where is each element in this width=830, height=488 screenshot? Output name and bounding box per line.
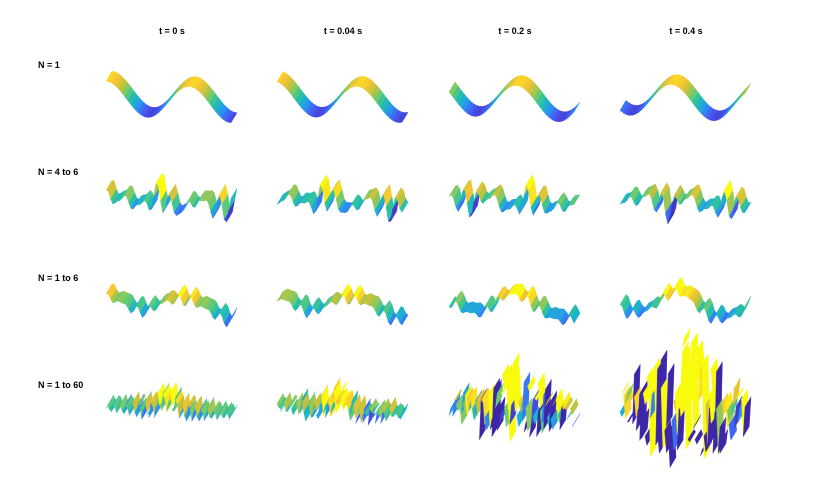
surface-strip [693, 414, 702, 429]
surface-strip [170, 381, 179, 407]
row-label-n4to6: N = 4 to 6 [38, 167, 79, 177]
surface-panel-r4-c3 [448, 352, 581, 443]
surface-panel-r2-c2 [276, 174, 409, 223]
surface-strip [682, 327, 691, 348]
surface-panel-r1-c4 [619, 74, 752, 122]
surface-panel-r4-c4 [619, 327, 752, 469]
surface-panel-r2-c3 [448, 174, 581, 218]
surface-strip [289, 394, 298, 407]
row-label-n1to60: N = 1 to 60 [38, 380, 84, 390]
surface-panel-r3-c3 [448, 283, 581, 326]
column-title-t004: t = 0.04 s [323, 26, 363, 36]
surface-strip [369, 398, 378, 413]
column-title-t02: t = 0.2 s [498, 26, 532, 36]
surface-strip [337, 389, 346, 401]
surface-strip [137, 394, 147, 406]
surface-strip [105, 394, 114, 408]
surface-strip [571, 307, 581, 324]
surface-strip [572, 413, 581, 427]
surface-panel-r1-c3 [448, 75, 581, 123]
surface-strip [694, 429, 704, 445]
surface-strip [396, 403, 405, 419]
surface-strip [741, 83, 752, 97]
surface-strip [132, 391, 141, 413]
surface-strip [400, 403, 409, 420]
surface-strip [743, 396, 752, 437]
surface-strip [283, 391, 293, 413]
surface-panel-r2-c4 [619, 179, 752, 225]
surface-panel-r4-c1 [105, 381, 238, 422]
surface-strip [570, 101, 581, 116]
surface-strip [276, 393, 286, 409]
surface-strip [364, 402, 373, 416]
surface-strip [687, 429, 696, 443]
surface-strip [732, 377, 741, 406]
surface-strip [227, 111, 238, 124]
surface-panel-r2-c1 [105, 173, 238, 223]
surface-strip [564, 396, 574, 411]
surface-panel-r4-c2 [276, 377, 409, 426]
surface-strip [570, 398, 579, 416]
surface-strip [641, 408, 650, 439]
surface-strip [495, 383, 504, 408]
surface-strip [666, 362, 675, 427]
surface-strip [228, 188, 238, 210]
surface-strip [545, 391, 554, 407]
surface-strip [718, 417, 727, 453]
surface-strip [389, 396, 398, 418]
surface-strip [228, 307, 238, 324]
surface-strip [212, 400, 222, 415]
surface-strip [719, 429, 728, 454]
surface-strip [513, 364, 522, 413]
surface-strip [195, 395, 204, 419]
surface-panel-r3-c2 [276, 283, 409, 326]
surface-strip [107, 395, 116, 411]
surface-strip [621, 380, 630, 395]
surface-strip [453, 389, 463, 401]
surface-panel-r3-c1 [105, 283, 238, 328]
surface-strip [742, 202, 752, 214]
surface-panel-r1-c2 [276, 71, 409, 123]
surface-strip [339, 382, 348, 394]
surface-strip [563, 391, 572, 410]
surface-strip [448, 296, 458, 309]
surface-panel-r3-c4 [619, 277, 752, 324]
surface-strip [227, 403, 236, 419]
surface-strip [187, 394, 197, 409]
row-label-n1to6: N = 1 to 6 [38, 273, 79, 283]
surface-strip [278, 396, 287, 410]
surface-strip [399, 198, 409, 213]
surface-strip [571, 194, 581, 206]
surface-strip [691, 331, 700, 431]
surface-strip [527, 375, 536, 392]
surface-strip [625, 383, 634, 404]
surface-strip [214, 401, 223, 420]
surface-strip [477, 388, 486, 402]
column-title-t0: t = 0 s [159, 26, 185, 36]
column-title-t04: t = 0.4 s [669, 26, 703, 36]
row-label-n1: N = 1 [38, 60, 60, 70]
surface-strip [301, 392, 310, 414]
surface-strip [229, 405, 238, 420]
surface-panel-r1-c1 [105, 70, 238, 124]
surface-strip [514, 374, 524, 389]
surface-strip [742, 295, 752, 313]
surface-strip [398, 112, 409, 123]
surface-strip [735, 387, 745, 400]
surface-strip [399, 312, 409, 326]
surface-strip [371, 402, 380, 414]
surface-strip [125, 396, 134, 408]
surface-strip [207, 398, 216, 418]
